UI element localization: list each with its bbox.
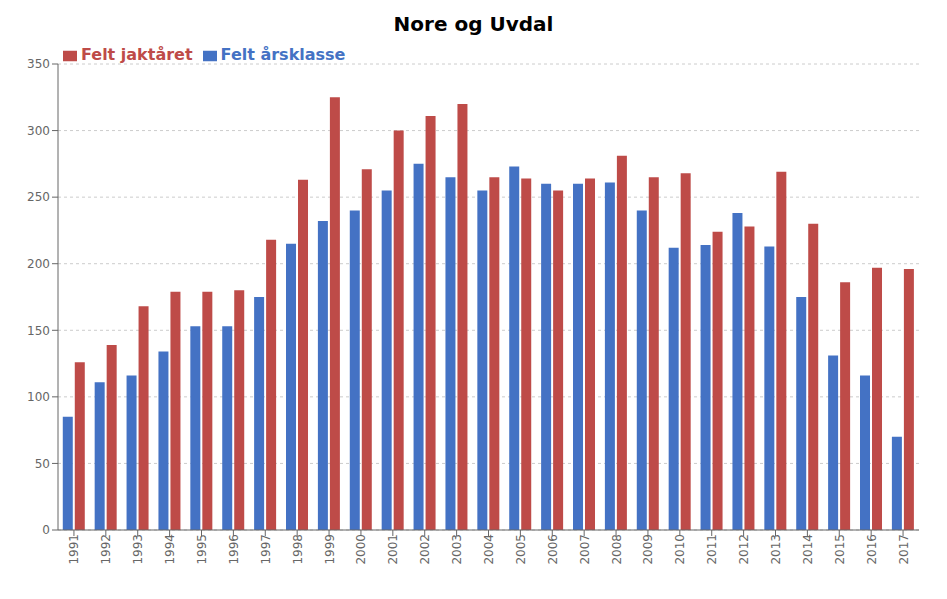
svg-text:50: 50 <box>35 457 50 471</box>
svg-text:1995: 1995 <box>195 534 209 565</box>
svg-text:200: 200 <box>27 257 50 271</box>
svg-text:1994: 1994 <box>163 534 177 565</box>
svg-text:1999: 1999 <box>323 534 337 565</box>
svg-text:100: 100 <box>27 390 50 404</box>
svg-text:2002: 2002 <box>418 534 432 565</box>
svg-text:2014: 2014 <box>801 534 815 565</box>
svg-text:2012: 2012 <box>737 534 751 565</box>
svg-text:2001: 2001 <box>386 534 400 565</box>
html-text:Nore og Uvdal: Nore og Uvdal <box>393 12 554 36</box>
svg-text:2006: 2006 <box>546 534 560 565</box>
svg-text:1997: 1997 <box>259 534 273 565</box>
svg-text:2016: 2016 <box>865 534 879 565</box>
svg-text:2004: 2004 <box>482 534 496 565</box>
svg-text:2010: 2010 <box>673 534 687 565</box>
svg-text:1991: 1991 <box>67 534 81 565</box>
svg-text:2003: 2003 <box>450 534 464 565</box>
svg-text:2011: 2011 <box>705 534 719 565</box>
html-text:Felt årsklasse: Felt årsklasse <box>220 45 346 64</box>
svg-text:0: 0 <box>42 523 50 537</box>
svg-text:2000: 2000 <box>354 534 368 565</box>
svg-text:1992: 1992 <box>99 534 113 565</box>
svg-text:2007: 2007 <box>578 534 592 565</box>
svg-text:150: 150 <box>27 324 50 338</box>
svg-text:2009: 2009 <box>641 534 655 565</box>
svg-text:250: 250 <box>27 190 50 204</box>
svg-text:1993: 1993 <box>131 534 145 565</box>
svg-text:350: 350 <box>27 57 50 71</box>
svg-text:2008: 2008 <box>610 534 624 565</box>
svg-text:1996: 1996 <box>227 534 241 565</box>
svg-text:2017: 2017 <box>897 534 911 565</box>
svg-text:2005: 2005 <box>514 534 528 565</box>
svg-text:2015: 2015 <box>833 534 847 565</box>
html-text:Felt jaktåret: Felt jaktåret <box>81 45 193 64</box>
svg-text:1998: 1998 <box>291 534 305 565</box>
svg-text:2013: 2013 <box>769 534 783 565</box>
svg-text:300: 300 <box>27 124 50 138</box>
